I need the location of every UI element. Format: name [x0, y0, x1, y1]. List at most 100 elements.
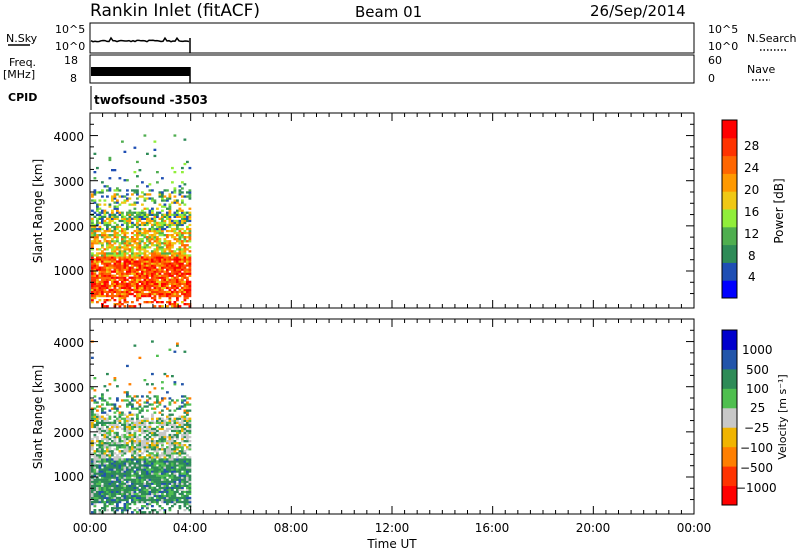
- range-cell: [133, 500, 137, 504]
- range-cell: [98, 472, 102, 475]
- range-cell: [158, 423, 162, 426]
- range-cell: [163, 486, 167, 489]
- range-cell: [173, 478, 177, 481]
- range-cell: [143, 498, 147, 502]
- range-cell: [163, 276, 167, 279]
- range-cell: [96, 476, 99, 479]
- range-cell: [101, 266, 104, 269]
- range-cell: [183, 294, 187, 298]
- range-cell: [158, 480, 162, 483]
- range-cell: [121, 252, 124, 255]
- velocity-colorbar: [722, 330, 737, 506]
- range-cell: [111, 211, 114, 214]
- range-cell: [103, 470, 107, 473]
- range-cell: [141, 446, 144, 449]
- range-cell: [153, 284, 157, 288]
- range-cell: [148, 272, 152, 275]
- range-cell: [113, 234, 117, 237]
- range-cell: [103, 258, 107, 261]
- range-cell: [96, 278, 99, 281]
- range-cell: [93, 227, 97, 231]
- range-cell: [118, 480, 122, 483]
- range-cell: [181, 500, 184, 504]
- range-cell: [133, 280, 137, 283]
- range-cell: [176, 490, 179, 494]
- range-cell: [93, 456, 97, 459]
- range-cell: [153, 215, 157, 218]
- range-cell: [128, 425, 132, 429]
- range-cell: [116, 484, 119, 487]
- range-cell: [181, 437, 184, 441]
- range-cell: [108, 444, 112, 447]
- range-cell: [153, 221, 157, 225]
- range-cell: [156, 292, 159, 296]
- range-cell: [181, 476, 184, 479]
- range-cell: [96, 450, 99, 453]
- range-cell: [141, 505, 144, 508]
- range-cell: [181, 446, 184, 449]
- range-cell: [183, 282, 187, 285]
- range-cell: [93, 234, 97, 237]
- range-cell: [126, 244, 129, 247]
- range-cell: [93, 492, 97, 496]
- range-cell: [166, 486, 169, 489]
- range-cell: [156, 229, 159, 233]
- range-cell: [156, 492, 159, 496]
- range-cell: [96, 492, 99, 496]
- range-cell: [178, 280, 182, 283]
- range-cell: [176, 488, 179, 491]
- range-cell: [178, 464, 182, 467]
- colorbar-segment: [722, 173, 737, 192]
- range-cell: [166, 278, 169, 281]
- range-cell: [161, 288, 164, 292]
- range-cell: [101, 440, 104, 443]
- range-cell: [126, 290, 129, 294]
- range-cell: [91, 478, 94, 481]
- cpid-label: CPID: [8, 91, 37, 104]
- range-cell: [176, 256, 179, 259]
- range-cell: [188, 260, 192, 263]
- range-cell: [93, 480, 97, 483]
- range-cell: [146, 470, 149, 473]
- range-cell: [188, 409, 192, 412]
- range-cell: [96, 498, 99, 502]
- range-cell: [93, 464, 97, 467]
- range-cell: [153, 411, 157, 414]
- range-cell: [108, 276, 112, 279]
- range-cell: [116, 225, 119, 229]
- range-cell: [98, 290, 102, 294]
- range-cell: [93, 270, 97, 273]
- range-cell: [141, 252, 144, 255]
- range-cell: [173, 215, 177, 218]
- range-cell: [103, 423, 107, 426]
- range-cell: [123, 478, 127, 481]
- range-cell: [161, 474, 164, 477]
- range-cell: [96, 301, 99, 304]
- range-cell: [116, 500, 119, 504]
- range-cell: [123, 450, 127, 453]
- range-cell: [128, 282, 132, 285]
- range-cell: [108, 254, 112, 257]
- range-cell: [151, 252, 154, 255]
- range-cell: [123, 505, 127, 508]
- range-cell: [118, 440, 122, 443]
- range-cell: [101, 409, 104, 412]
- range-cell: [158, 252, 162, 255]
- range-cell: [166, 407, 169, 410]
- range-cell: [123, 496, 127, 500]
- range-cell: [128, 474, 132, 477]
- range-cell: [116, 433, 119, 437]
- range-cell: [143, 484, 147, 487]
- range-cell: [161, 421, 164, 424]
- range-cell: [93, 294, 97, 298]
- range-cell: [161, 466, 164, 469]
- range-cell: [176, 292, 179, 296]
- range-cell: [98, 203, 102, 206]
- range-cell: [151, 290, 154, 294]
- range-cell: [178, 480, 182, 483]
- range-cell: [153, 292, 157, 296]
- range-cell: [171, 229, 174, 233]
- range-cell: [161, 435, 164, 439]
- range-cell: [118, 268, 122, 271]
- range-cell: [118, 464, 122, 467]
